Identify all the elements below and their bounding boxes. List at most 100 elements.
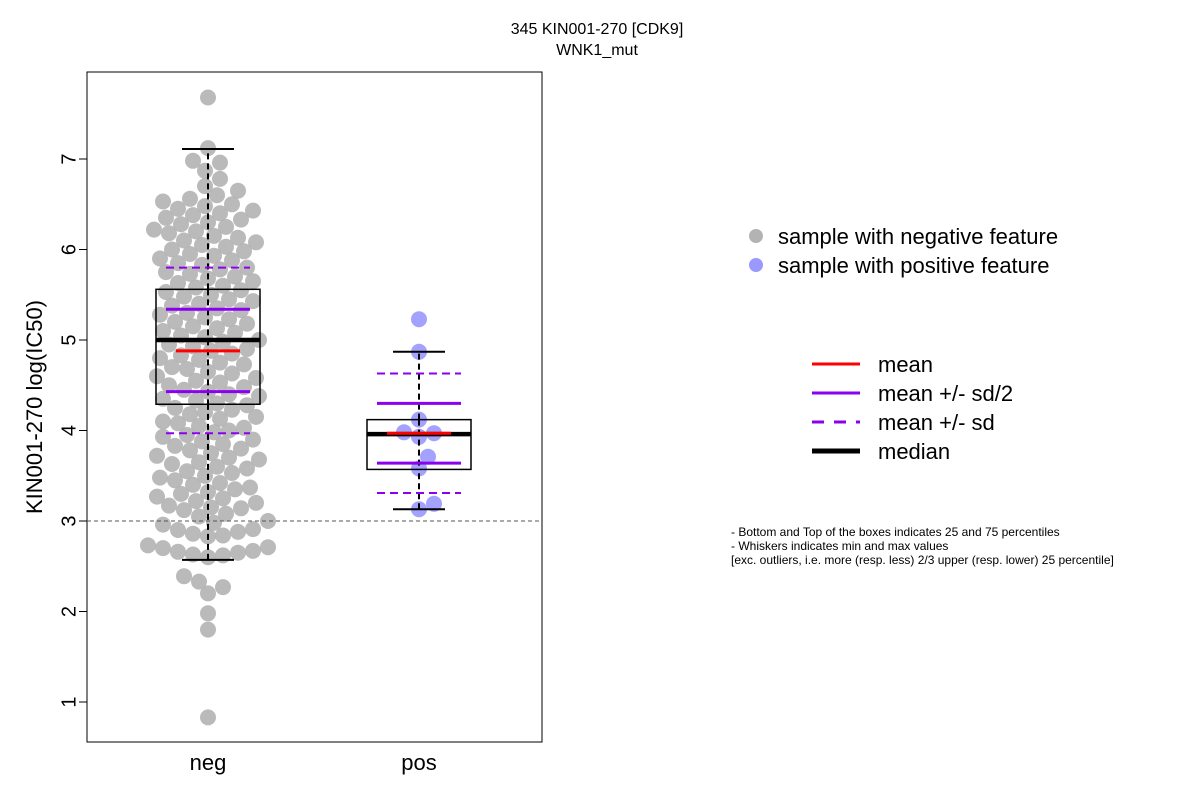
neg-point bbox=[206, 247, 222, 264]
neg-point bbox=[167, 313, 183, 330]
neg-point bbox=[200, 605, 216, 622]
neg-point bbox=[233, 282, 249, 299]
box-layer bbox=[87, 148, 542, 561]
neg-point bbox=[230, 523, 246, 540]
neg-point bbox=[212, 154, 228, 171]
neg-point bbox=[212, 354, 228, 371]
neg-point bbox=[161, 497, 177, 514]
neg-point bbox=[176, 288, 192, 305]
neg-point bbox=[239, 397, 255, 414]
neg-point bbox=[200, 585, 216, 602]
neg-point bbox=[194, 433, 210, 450]
neg-point bbox=[155, 193, 171, 210]
neg-point bbox=[227, 324, 243, 341]
neg-point bbox=[194, 237, 210, 253]
neg-point bbox=[230, 182, 246, 199]
neg-point bbox=[200, 709, 216, 726]
neg-point bbox=[194, 256, 210, 273]
neg-point bbox=[149, 368, 165, 385]
neg-point bbox=[188, 493, 204, 510]
neg-point bbox=[176, 232, 192, 249]
legend-point-label: sample with negative feature bbox=[778, 224, 1058, 249]
neg-point bbox=[191, 454, 207, 471]
neg-point bbox=[200, 484, 216, 500]
neg-point bbox=[155, 390, 171, 407]
note-line: - Bottom and Top of the boxes indicates … bbox=[731, 525, 1060, 539]
y-tick-label: 2 bbox=[58, 606, 80, 617]
x-tick-label: neg bbox=[190, 750, 227, 775]
neg-point bbox=[227, 481, 243, 498]
neg-point bbox=[164, 241, 180, 258]
neg-point bbox=[239, 315, 255, 332]
neg-point bbox=[227, 268, 243, 285]
neg-point bbox=[215, 527, 231, 544]
neg-point bbox=[185, 476, 201, 493]
neg-point bbox=[206, 514, 222, 531]
neg-point bbox=[215, 490, 231, 507]
neg-point bbox=[155, 516, 171, 533]
neg-point bbox=[248, 494, 264, 511]
neg-point bbox=[251, 388, 267, 405]
neg-point bbox=[170, 522, 186, 538]
neg-point bbox=[260, 539, 276, 556]
neg-point bbox=[152, 469, 168, 486]
neg-point bbox=[224, 465, 240, 481]
neg-point bbox=[170, 415, 186, 432]
neg-point bbox=[167, 472, 183, 489]
neg-point bbox=[188, 279, 204, 296]
neg-point bbox=[149, 447, 165, 464]
neg-point bbox=[185, 318, 201, 335]
neg-point bbox=[179, 463, 195, 480]
x-tick-label: pos bbox=[401, 750, 436, 775]
legend-point-label: sample with positive feature bbox=[778, 253, 1049, 278]
neg-point bbox=[248, 408, 264, 425]
neg-point bbox=[206, 424, 222, 441]
neg-point bbox=[185, 152, 201, 169]
neg-point bbox=[185, 546, 201, 563]
neg-point bbox=[251, 451, 267, 468]
neg-point bbox=[197, 178, 213, 195]
neg-point bbox=[200, 89, 216, 106]
neg-point bbox=[215, 547, 231, 564]
neg-point bbox=[182, 190, 198, 207]
neg-point bbox=[173, 485, 189, 502]
y-tick-label: 5 bbox=[58, 334, 80, 345]
legend-line-label: mean +/- sd/2 bbox=[878, 381, 1013, 406]
pos-point bbox=[420, 448, 436, 465]
neg-point bbox=[164, 359, 180, 376]
neg-point bbox=[212, 475, 228, 491]
note-line: - Whiskers indicates min and max values bbox=[731, 539, 948, 553]
neg-point bbox=[209, 395, 225, 412]
neg-point bbox=[200, 214, 216, 231]
neg-point bbox=[203, 499, 219, 516]
legend-point-swatch bbox=[749, 258, 763, 272]
neg-point bbox=[155, 323, 171, 339]
neg-point bbox=[212, 170, 228, 187]
neg-point bbox=[212, 410, 228, 427]
neg-point bbox=[200, 621, 216, 638]
neg-point bbox=[215, 579, 231, 596]
neg-point bbox=[233, 211, 249, 228]
neg-point bbox=[170, 200, 186, 217]
neg-point bbox=[212, 205, 228, 222]
neg-point bbox=[245, 542, 261, 559]
neg-point bbox=[176, 502, 192, 519]
chart-title: 345 KIN001-270 [CDK9] bbox=[511, 21, 684, 38]
neg-point bbox=[236, 419, 252, 436]
neg-point bbox=[158, 284, 174, 300]
notes: - Bottom and Top of the boxes indicates … bbox=[731, 525, 1114, 567]
neg-point bbox=[224, 365, 240, 382]
neg-point bbox=[170, 543, 186, 560]
points-layer bbox=[140, 89, 442, 726]
neg-point bbox=[209, 458, 225, 475]
legend-line-label: median bbox=[878, 439, 950, 464]
legend-point-swatch bbox=[749, 229, 763, 243]
y-axis-label: KIN001-270 log(IC50) bbox=[22, 300, 47, 514]
y-tick-label: 7 bbox=[58, 153, 80, 164]
neg-point bbox=[173, 216, 189, 233]
legend-line-label: mean bbox=[878, 352, 933, 377]
neg-point bbox=[146, 221, 162, 238]
neg-point bbox=[185, 207, 201, 224]
neg-point bbox=[245, 431, 261, 448]
neg-point bbox=[230, 544, 246, 561]
